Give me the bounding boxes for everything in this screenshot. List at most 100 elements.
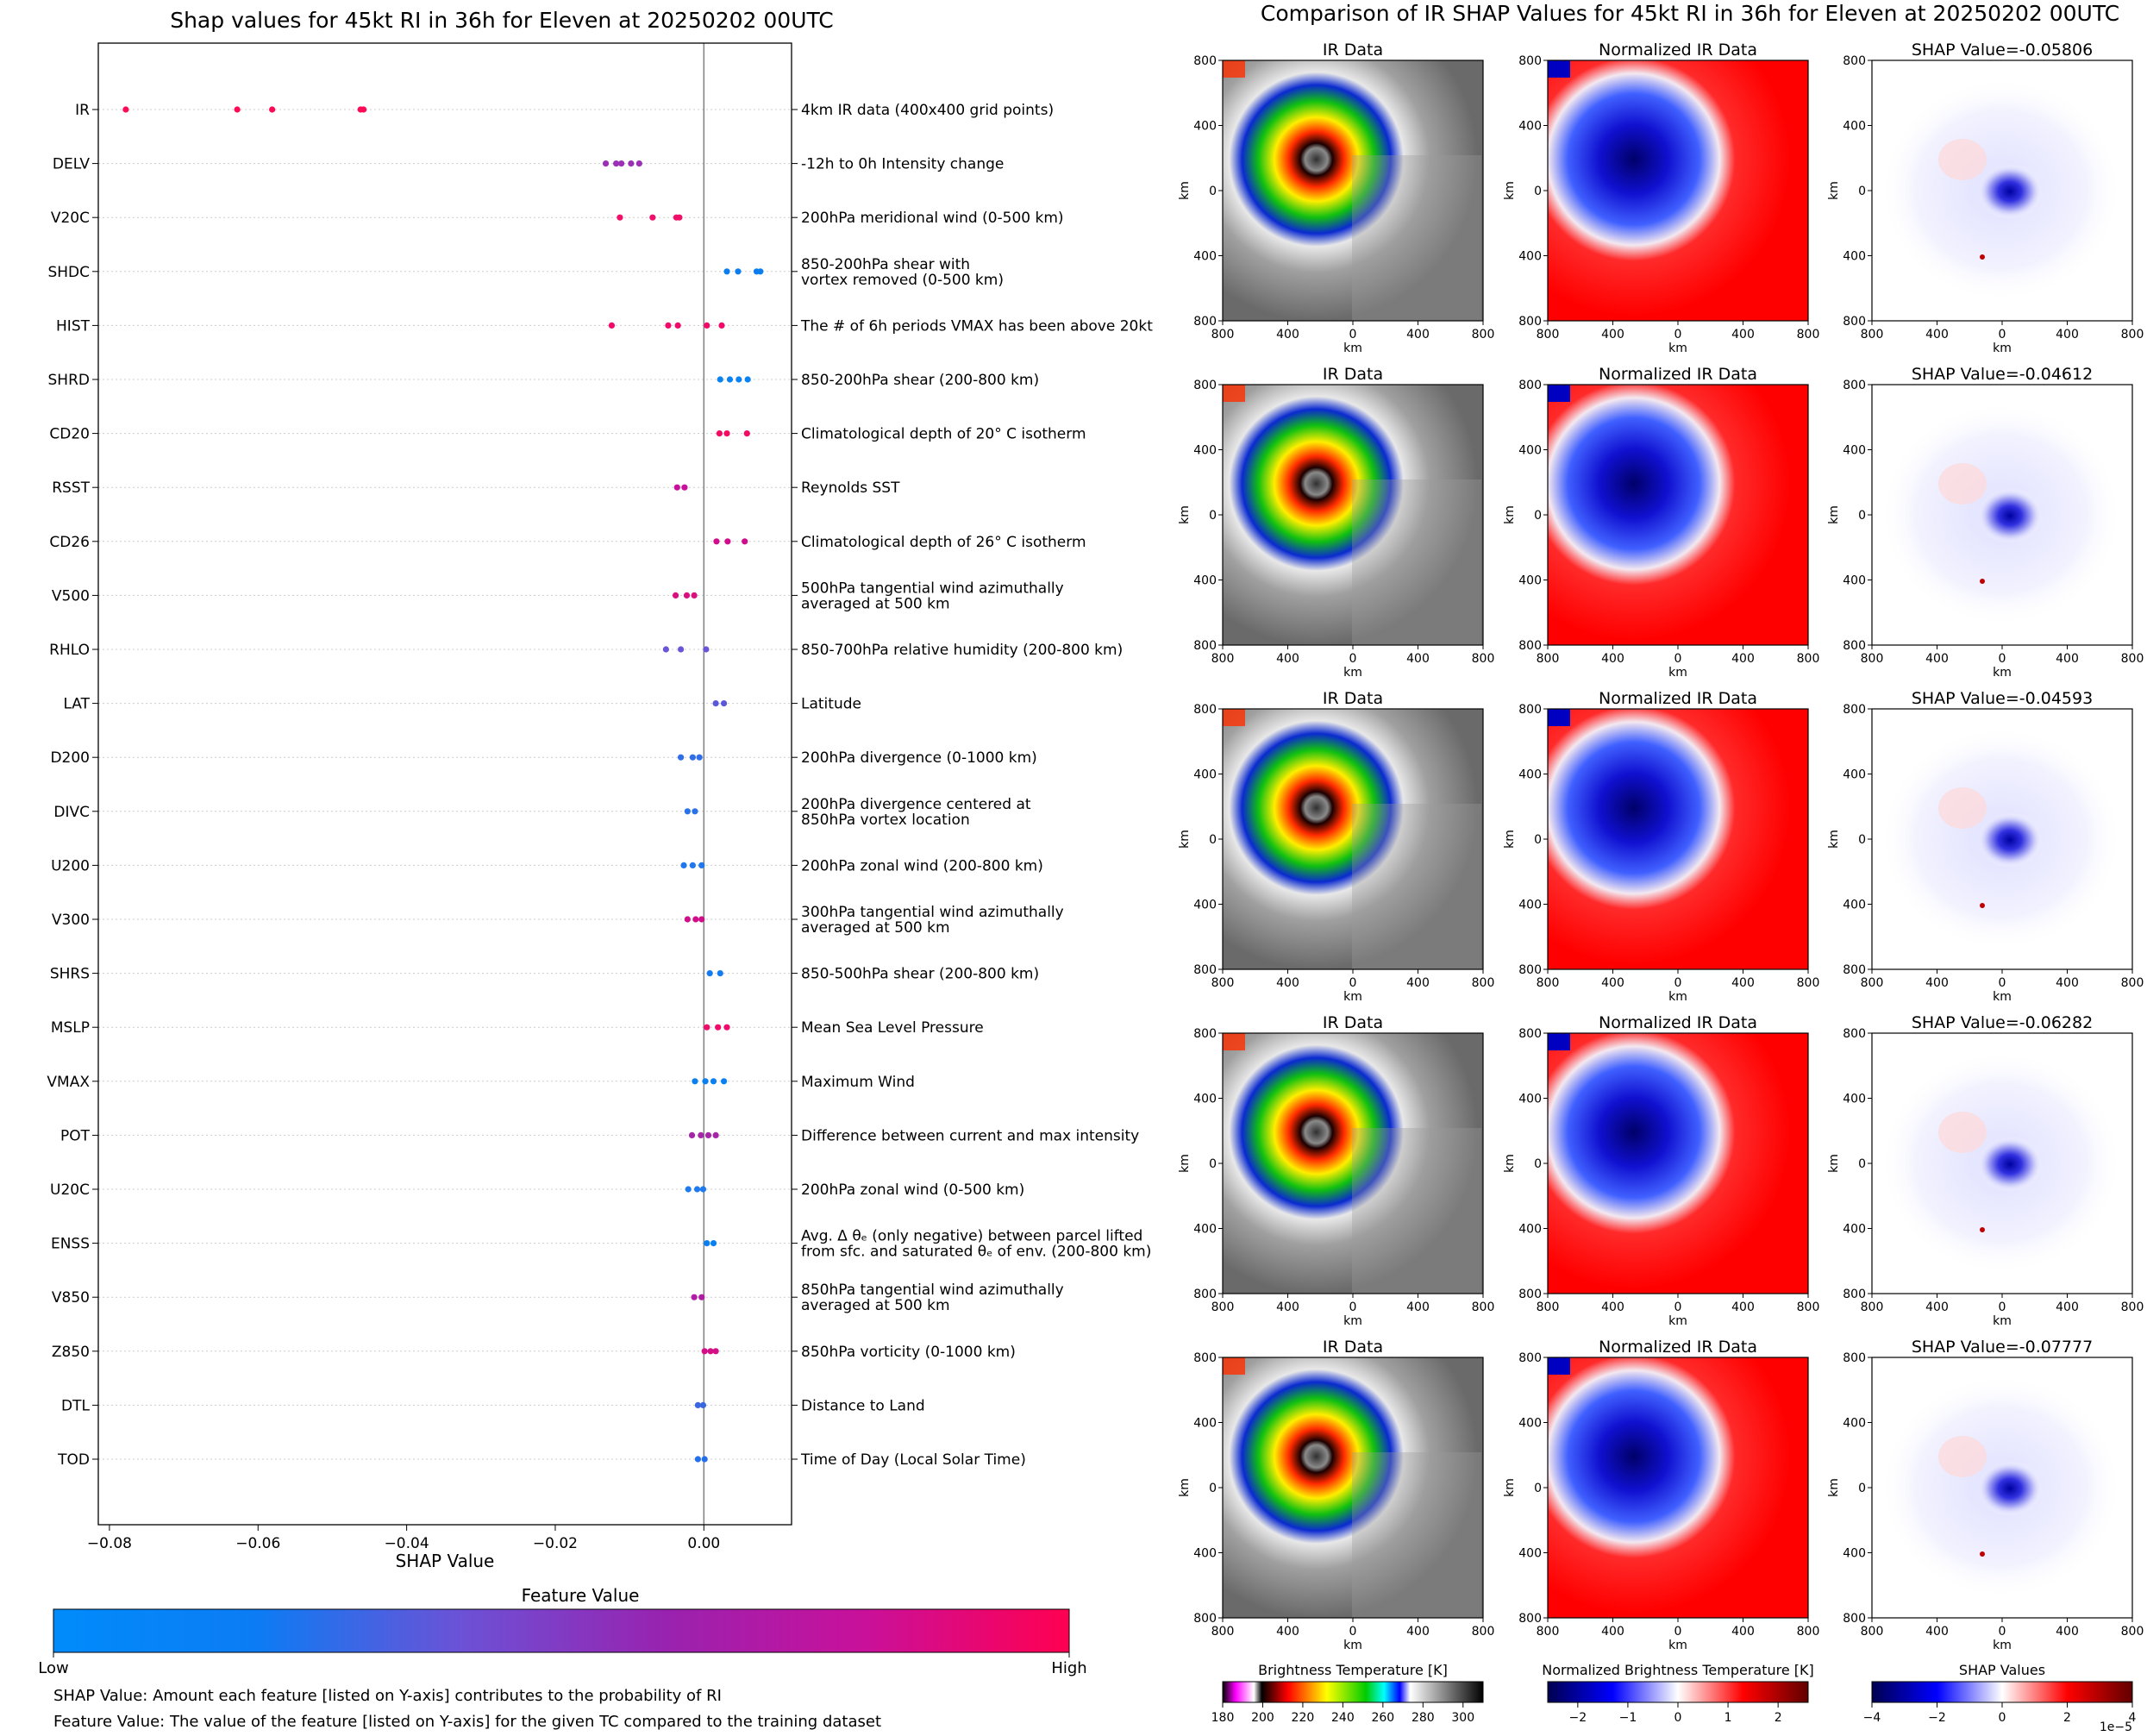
feature-row-enss: ENSS Avg. Δ θₑ (only negative) between pa…: [51, 1228, 1151, 1261]
feature-description: Climatological depth of 20° C isotherm: [801, 426, 1086, 443]
colorbar-tick-label: 4: [2129, 1711, 2137, 1725]
colorbar-tick-label: 0: [1674, 1711, 1682, 1725]
ir-corner-patch: [1223, 1033, 1245, 1050]
feature-code-label: SHRD: [48, 372, 90, 389]
feature-row-d200: D200 200hPa divergence (0-1000 km): [50, 749, 1036, 767]
panel-r1-c3: SHAP Value=-0.05806800800400400004004008…: [1827, 41, 2144, 355]
feature-description: 200hPa zonal wind (200-800 km): [801, 857, 1043, 874]
y-tick-label: 800: [1193, 639, 1217, 653]
shap-negative-core: [1977, 812, 2043, 868]
panel-image: [1223, 385, 1483, 645]
x-tick-label: 400: [1601, 328, 1624, 342]
x-tick-label: 400: [2056, 1625, 2079, 1639]
x-tick-label: 0: [1349, 328, 1357, 342]
shap-point: [698, 1294, 705, 1300]
y-tick-label: 400: [1518, 250, 1542, 264]
feature-code-label: V300: [52, 912, 90, 929]
panel-r3-c3: SHAP Value=-0.04593800800400400004004008…: [1827, 689, 2144, 1004]
feature-row-shrs: SHRS 850-500hPa shear (200-800 km): [50, 966, 1039, 983]
y-tick-label: 400: [1518, 1223, 1542, 1237]
feature-description: averaged at 500 km: [801, 595, 950, 612]
y-tick-label: 400: [1843, 444, 1866, 458]
feature-row-v300: V300 300hPa tangential wind azimuthallyav…: [52, 904, 1064, 937]
y-tick-label: 800: [1193, 1612, 1217, 1626]
shap-point: [701, 1456, 708, 1463]
panel-r1-c2: Normalized IR Data8008004004000040040080…: [1503, 41, 1819, 355]
shap-point: [757, 268, 764, 275]
shap-point: [688, 1131, 696, 1138]
panel-title: Normalized IR Data: [1599, 1338, 1757, 1357]
y-tick-label: 0: [1534, 509, 1542, 523]
shap-point: [742, 538, 748, 545]
x-axis-label: km: [1993, 990, 2012, 1004]
panel-r2-c2: Normalized IR Data8008004004000040040080…: [1503, 365, 1819, 680]
y-axis-label: km: [1503, 830, 1517, 849]
y-axis-label: km: [1178, 830, 1192, 849]
x-tick-label: 400: [1925, 652, 1949, 666]
footnote-shap-value: SHAP Value: Amount each feature [listed …: [53, 1687, 722, 1705]
x-tick-label: 0: [1349, 1300, 1357, 1314]
x-tick-label: 800: [1797, 1300, 1820, 1314]
shap-point: [676, 214, 683, 221]
panel-r5-c3: SHAP Value=-0.07777800800400400004004008…: [1827, 1338, 2144, 1652]
shap-negative-core: [1977, 1461, 2043, 1516]
x-tick-label: 0: [1999, 1300, 2006, 1314]
feature-description: Time of Day (Local Solar Time): [800, 1451, 1026, 1469]
shap-panel-title: SHAP Value=-0.07777: [1912, 1338, 2093, 1357]
y-tick-label: 0: [1534, 833, 1542, 847]
ir-corner-patch: [1223, 60, 1245, 78]
feature-description: 850-700hPa relative humidity (200-800 km…: [801, 642, 1123, 659]
normalized-ir-field: [1548, 1357, 1808, 1618]
y-tick-label: 800: [1193, 379, 1217, 392]
x-tick-label: 800: [1861, 652, 1884, 666]
x-tick-label: 400: [1731, 328, 1755, 342]
colorbar-tick-label: 1: [1724, 1711, 1732, 1725]
y-tick-label: 400: [1193, 1223, 1217, 1237]
shap-point: [703, 646, 710, 653]
x-tick-label: 800: [1537, 1625, 1560, 1639]
shap-point: [689, 862, 696, 869]
shap-point: [608, 322, 616, 329]
feature-description: Maximum Wind: [801, 1074, 915, 1091]
feature-description: 850hPa vorticity (0-1000 km): [801, 1344, 1016, 1361]
feature-code-label: V500: [52, 587, 90, 605]
right-figure-title: Comparison of IR SHAP Values for 45kt RI…: [1261, 1, 2119, 26]
shap-positive-spot: [1980, 254, 1985, 260]
x-tick-label: 0: [1674, 976, 1682, 990]
shap-negative-core: [1977, 164, 2043, 219]
y-axis-label: km: [1503, 1478, 1517, 1497]
feature-description: Distance to Land: [801, 1397, 925, 1414]
feature-description: averaged at 500 km: [801, 919, 950, 937]
panel-image: [1872, 60, 2132, 321]
panel-image: [1223, 1357, 1483, 1618]
y-tick-label: 800: [1518, 1612, 1542, 1626]
shap-point: [122, 106, 129, 113]
x-axis-label: km: [1993, 1314, 2012, 1328]
shap-values-colorbar: [1871, 1681, 2133, 1703]
x-tick-label: 0: [1999, 328, 2006, 342]
shap-point: [613, 160, 620, 167]
y-axis-label: km: [1827, 1154, 1841, 1173]
shap-colorbar-offset: 1e−5: [2100, 1720, 2132, 1733]
feature-code-label: POT: [60, 1127, 91, 1144]
y-tick-label: 400: [1518, 768, 1542, 782]
y-tick-label: 400: [1518, 1417, 1542, 1431]
colorbar-tick-label: 300: [1451, 1711, 1474, 1725]
feature-row-delv: DELV -12h to 0h Intensity change: [53, 156, 1004, 173]
y-tick-label: 0: [1858, 833, 1866, 847]
shap-point: [699, 1186, 707, 1193]
y-axis-label: km: [1827, 505, 1841, 524]
shap-point: [723, 268, 730, 275]
shap-positive-spot: [1980, 1551, 1985, 1557]
y-tick-label: 400: [1193, 768, 1217, 782]
x-tick-label: 400: [1601, 1300, 1624, 1314]
normalized-colorbar-title: Normalized Brightness Temperature [K]: [1542, 1662, 1814, 1678]
y-axis-label: km: [1178, 505, 1192, 524]
x-tick-label: 800: [1211, 976, 1235, 990]
y-tick-label: 400: [1843, 768, 1866, 782]
y-tick-label: 400: [1843, 120, 1866, 134]
